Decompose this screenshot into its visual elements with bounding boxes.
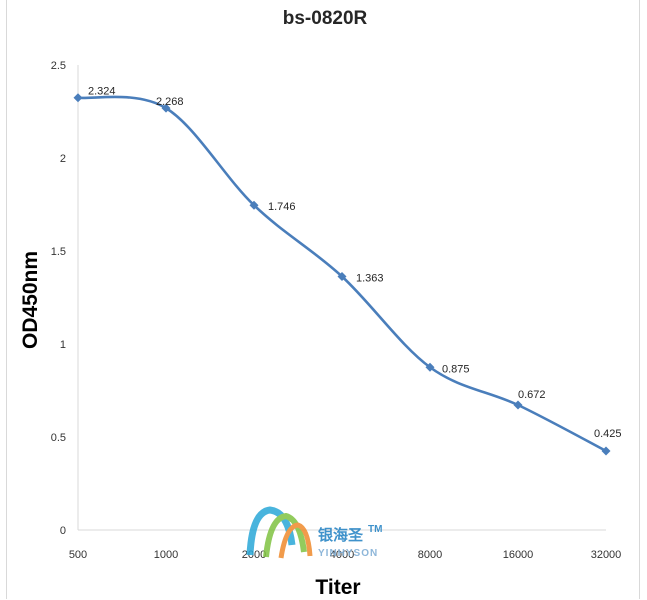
data-point-marker <box>337 271 347 281</box>
data-point-marker <box>601 446 611 456</box>
watermark-brand-cn: 银海圣 <box>318 526 364 544</box>
y-axis-title: OD450nm <box>19 251 42 349</box>
logo-icon <box>246 506 313 559</box>
data-label: 0.672 <box>518 389 546 401</box>
data-point-marker <box>425 362 435 372</box>
watermark-tm: TM <box>368 524 382 535</box>
data-label: 0.875 <box>442 363 470 375</box>
data-point-marker <box>73 93 83 103</box>
x-tick-label: 500 <box>69 549 87 561</box>
x-tick-labels: 500 1000 2000 4000 8000 16000 32000 <box>69 549 621 561</box>
x-tick-label: 4000 <box>330 549 354 561</box>
data-point-marker <box>249 200 259 210</box>
chart-frame <box>6 0 640 599</box>
y-tick-label: 2 <box>60 153 66 165</box>
data-point-marker <box>161 103 171 113</box>
x-axis-title: Titer <box>315 576 360 599</box>
y-tick-labels: 0 0.5 1 1.5 2 2.5 <box>51 60 66 537</box>
x-tick-label: 8000 <box>418 549 442 561</box>
data-label: 2.324 <box>88 86 116 98</box>
x-tick-label: 32000 <box>591 549 622 561</box>
data-label: 0.425 <box>594 428 622 440</box>
x-tick-label: 16000 <box>503 549 534 561</box>
watermark-logo: 银海圣 TM YINHYSON <box>246 506 382 559</box>
y-tick-label: 2.5 <box>51 60 66 72</box>
data-point-marker <box>513 400 523 410</box>
data-label: 1.746 <box>268 201 296 213</box>
y-tick-label: 0 <box>60 525 66 537</box>
y-tick-label: 0.5 <box>51 432 66 444</box>
x-tick-label: 2000 <box>242 549 266 561</box>
data-labels: 2.324 2.268 1.746 1.363 0.875 0.672 0.425 <box>88 86 622 440</box>
x-tick-label: 1000 <box>154 549 178 561</box>
axes <box>77 65 606 531</box>
watermark-brand-en: YINHYSON <box>318 548 378 559</box>
y-tick-label: 1 <box>60 339 66 351</box>
data-label: 1.363 <box>356 272 384 284</box>
data-markers <box>73 93 611 456</box>
chart-title: bs-0820R <box>283 8 368 29</box>
data-label: 2.268 <box>156 96 184 108</box>
y-tick-label: 1.5 <box>51 246 66 258</box>
